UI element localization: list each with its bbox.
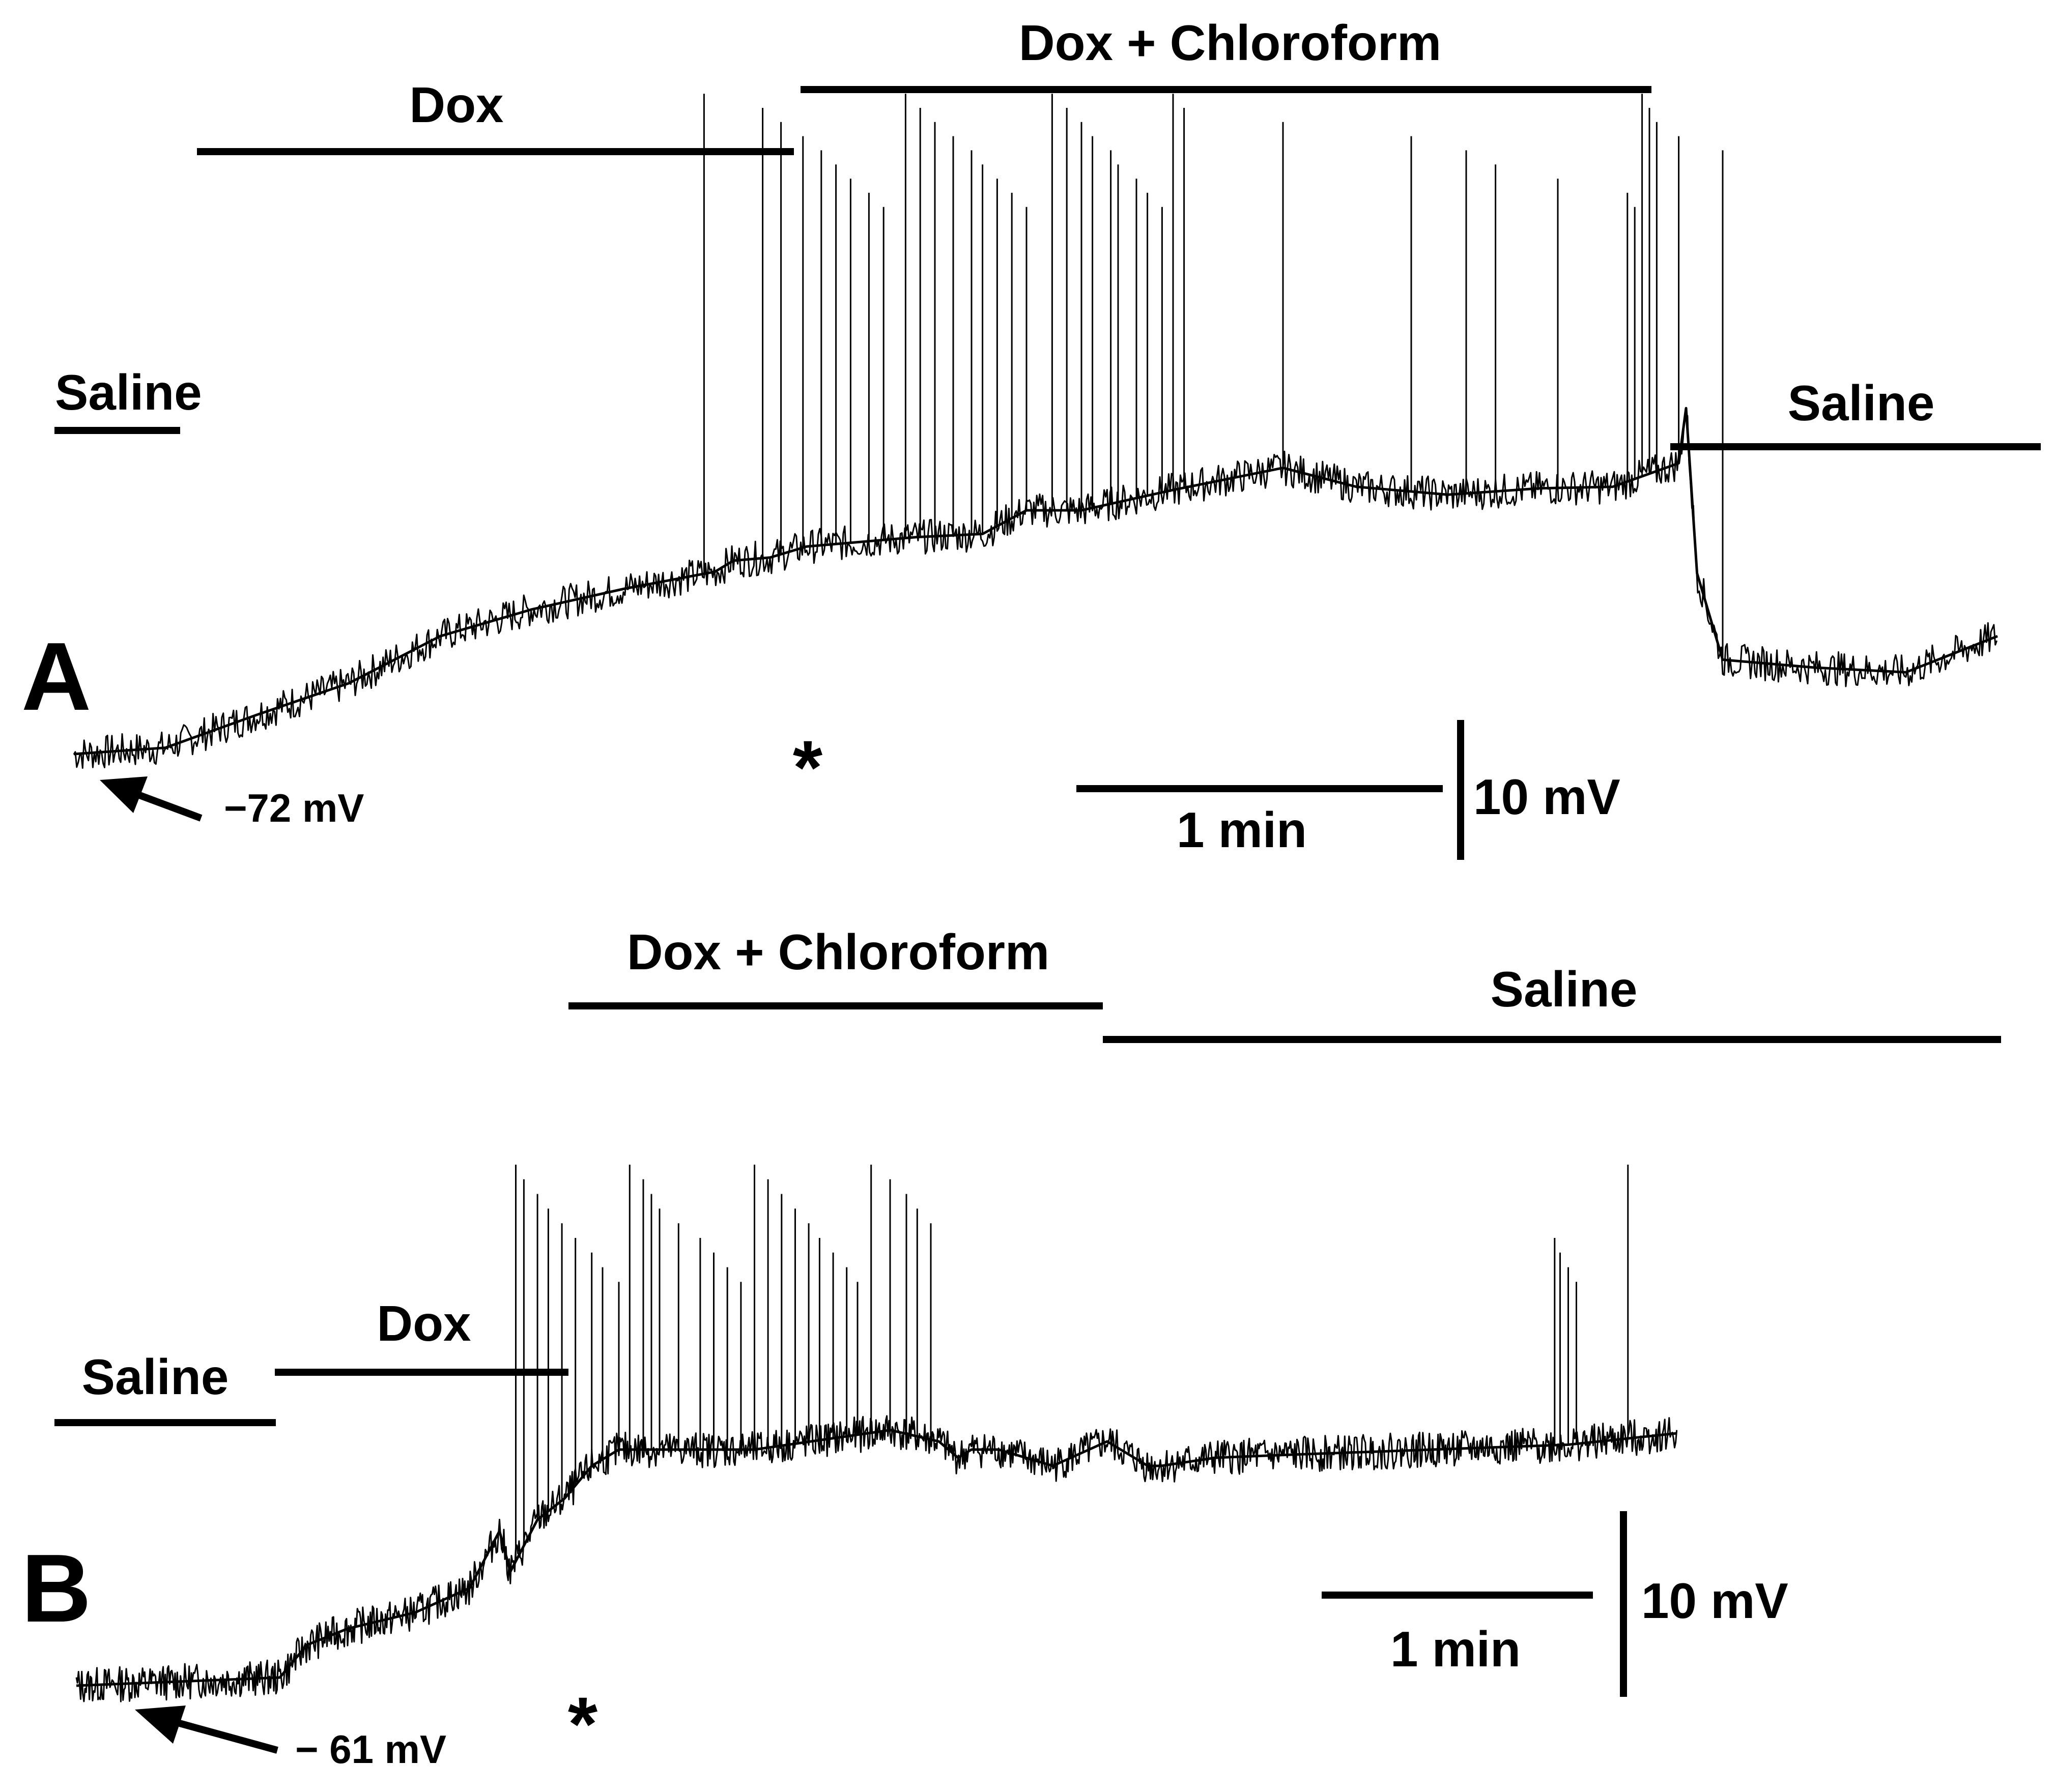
scale-label-b-time: 1 min	[1390, 1621, 1521, 1677]
panel-label-a: A	[21, 623, 91, 731]
baseline-label-b: − 61 mV	[295, 1727, 446, 1772]
trace-a-line	[73, 407, 1998, 756]
panel-label-b: B	[21, 1535, 91, 1642]
spikes-b	[515, 1165, 1629, 1562]
epoch-label-b-dox-chloroform: Dox + Chloroform	[627, 924, 1049, 980]
baseline-label-a: −72 mV	[224, 786, 364, 830]
trace-b-noise	[75, 1415, 1678, 1702]
epoch-label-a-dox: Dox	[409, 77, 503, 133]
spikes-a	[703, 94, 1724, 660]
epoch-label-b-dox: Dox	[377, 1295, 471, 1351]
arrow-icon	[135, 1706, 278, 1754]
panel-a: Saline Dox Dox + Chloroform Saline A * −…	[21, 15, 2041, 860]
epoch-label-a-saline-2: Saline	[1788, 375, 1935, 431]
epoch-label-a-dox-chloroform: Dox + Chloroform	[1019, 15, 1441, 71]
epoch-label-b-saline-1: Saline	[82, 1349, 229, 1405]
scale-label-a-voltage: 10 mV	[1473, 769, 1620, 825]
arrow-icon	[100, 776, 203, 822]
panel-b: Saline Dox Dox + Chloroform Saline B * −…	[21, 924, 2001, 1772]
scale-label-a-time: 1 min	[1177, 802, 1307, 858]
scale-label-b-voltage: 10 mV	[1641, 1573, 1788, 1629]
epoch-label-b-saline-2: Saline	[1491, 961, 1638, 1017]
asterisk-a: *	[793, 725, 823, 810]
asterisk-b: *	[568, 1681, 598, 1767]
epoch-label-a-saline-1: Saline	[55, 364, 202, 420]
trace-a-noise	[73, 414, 1998, 769]
